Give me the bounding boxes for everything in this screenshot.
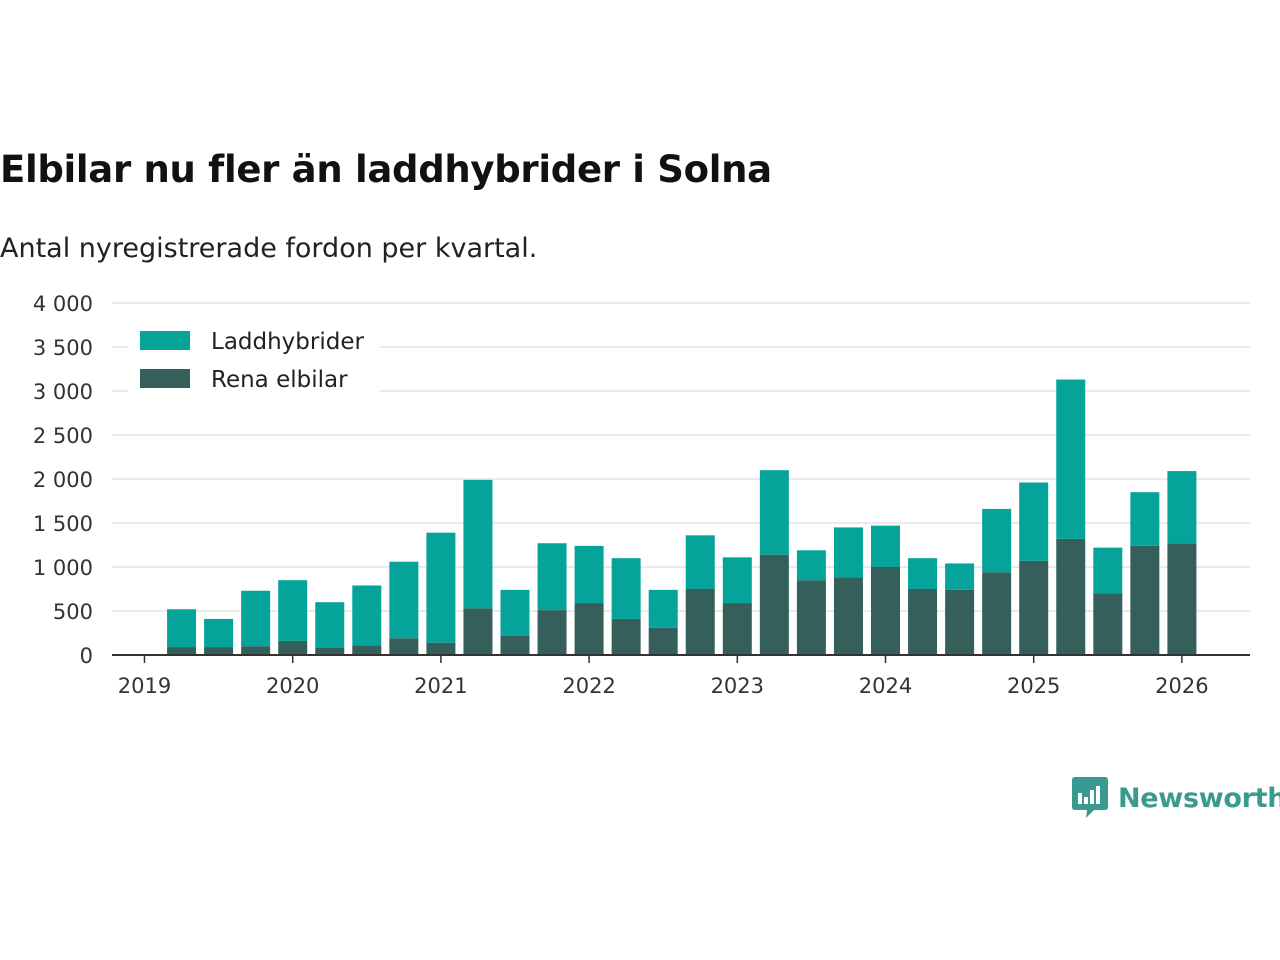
bar-laddhybrider <box>648 589 678 628</box>
y-tick-label: 1 500 <box>33 512 93 536</box>
legend-swatch-rena-elbilar <box>140 369 190 388</box>
bar-laddhybrider <box>1019 482 1049 561</box>
bar-laddhybrider <box>315 602 345 648</box>
brand-name: Newsworthy <box>1118 782 1280 814</box>
y-tick-label: 3 000 <box>33 380 93 404</box>
bar-rena-elbilar <box>759 554 789 655</box>
x-tick-label: 2024 <box>859 674 912 698</box>
bar-laddhybrider <box>833 527 863 578</box>
bar-laddhybrider <box>537 543 567 611</box>
bar-laddhybrider <box>1130 492 1160 546</box>
bar-rena-elbilar <box>500 635 530 655</box>
bar-rena-elbilar <box>204 647 234 655</box>
bar-rena-elbilar <box>945 589 975 655</box>
chart-subtitle: Antal nyregistrerade fordon per kvartal. <box>0 233 538 264</box>
legend-label-laddhybrider: Laddhybrider <box>211 329 364 355</box>
bar-rena-elbilar <box>685 589 715 655</box>
bar-laddhybrider <box>1167 471 1197 544</box>
bar-laddhybrider <box>908 558 938 589</box>
legend-label-rena-elbilar: Rena elbilar <box>211 367 348 393</box>
bar-chart-speech-icon <box>1072 777 1108 818</box>
x-tick-label: 2023 <box>711 674 764 698</box>
bar-rena-elbilar <box>167 647 197 655</box>
bar-laddhybrider <box>1056 379 1086 539</box>
bar-laddhybrider <box>871 525 900 567</box>
bar-rena-elbilar <box>278 640 308 655</box>
bar-laddhybrider <box>1093 547 1123 594</box>
chart-title: Elbilar nu fler än laddhybrider i Solna <box>0 148 772 191</box>
bar-laddhybrider <box>722 557 752 604</box>
bar-rena-elbilar <box>611 618 641 655</box>
legend-swatch-laddhybrider <box>140 331 190 350</box>
y-tick-label: 3 500 <box>33 336 93 360</box>
bar-rena-elbilar <box>648 627 678 655</box>
bar-rena-elbilar <box>352 645 382 655</box>
bar-laddhybrider <box>389 561 419 639</box>
x-tick-label: 2019 <box>118 674 171 698</box>
bar-rena-elbilar <box>982 572 1012 655</box>
x-tick-label: 2021 <box>414 674 467 698</box>
y-tick-label: 4 000 <box>33 292 93 316</box>
bar-rena-elbilar <box>241 646 271 655</box>
bar-rena-elbilar <box>1167 543 1197 655</box>
bar-laddhybrider <box>796 550 826 581</box>
bar-laddhybrider <box>500 589 530 636</box>
bar-laddhybrider <box>204 618 234 648</box>
bar-rena-elbilar <box>908 589 938 655</box>
bar-laddhybrider <box>167 609 197 648</box>
newsworthy-logo: Newsworthy <box>1072 776 1280 820</box>
bar-rena-elbilar <box>1056 538 1086 655</box>
bar-rena-elbilar <box>722 603 752 655</box>
bar-laddhybrider <box>463 479 493 609</box>
bar-laddhybrider <box>945 563 975 590</box>
bar-laddhybrider <box>278 580 308 641</box>
bar-laddhybrider <box>574 545 604 604</box>
bar-rena-elbilar <box>463 608 493 655</box>
x-tick-label: 2026 <box>1155 674 1208 698</box>
bar-laddhybrider <box>759 470 789 555</box>
x-tick-label: 2020 <box>266 674 319 698</box>
bar-rena-elbilar <box>1093 593 1123 655</box>
bar-laddhybrider <box>611 558 641 619</box>
y-tick-label: 2 000 <box>33 468 93 492</box>
bar-rena-elbilar <box>389 638 419 655</box>
y-tick-label: 500 <box>53 600 93 624</box>
bar-rena-elbilar <box>537 610 567 655</box>
bar-rena-elbilar <box>871 567 900 655</box>
y-tick-label: 2 500 <box>33 424 93 448</box>
bar-laddhybrider <box>352 585 382 646</box>
bar-rena-elbilar <box>1130 545 1160 655</box>
bar-laddhybrider <box>982 508 1012 573</box>
bar-laddhybrider <box>426 532 456 643</box>
x-tick-label: 2022 <box>562 674 615 698</box>
y-tick-label: 1 000 <box>33 556 93 580</box>
bar-rena-elbilar <box>796 580 826 655</box>
bar-laddhybrider <box>241 590 271 647</box>
bar-rena-elbilar <box>315 647 345 655</box>
bar-laddhybrider <box>685 535 715 589</box>
bar-rena-elbilar <box>574 603 604 655</box>
bar-rena-elbilar <box>426 642 456 655</box>
x-tick-label: 2025 <box>1007 674 1060 698</box>
y-tick-label: 0 <box>80 644 93 668</box>
bar-rena-elbilar <box>833 577 863 655</box>
bar-rena-elbilar <box>1019 560 1049 655</box>
